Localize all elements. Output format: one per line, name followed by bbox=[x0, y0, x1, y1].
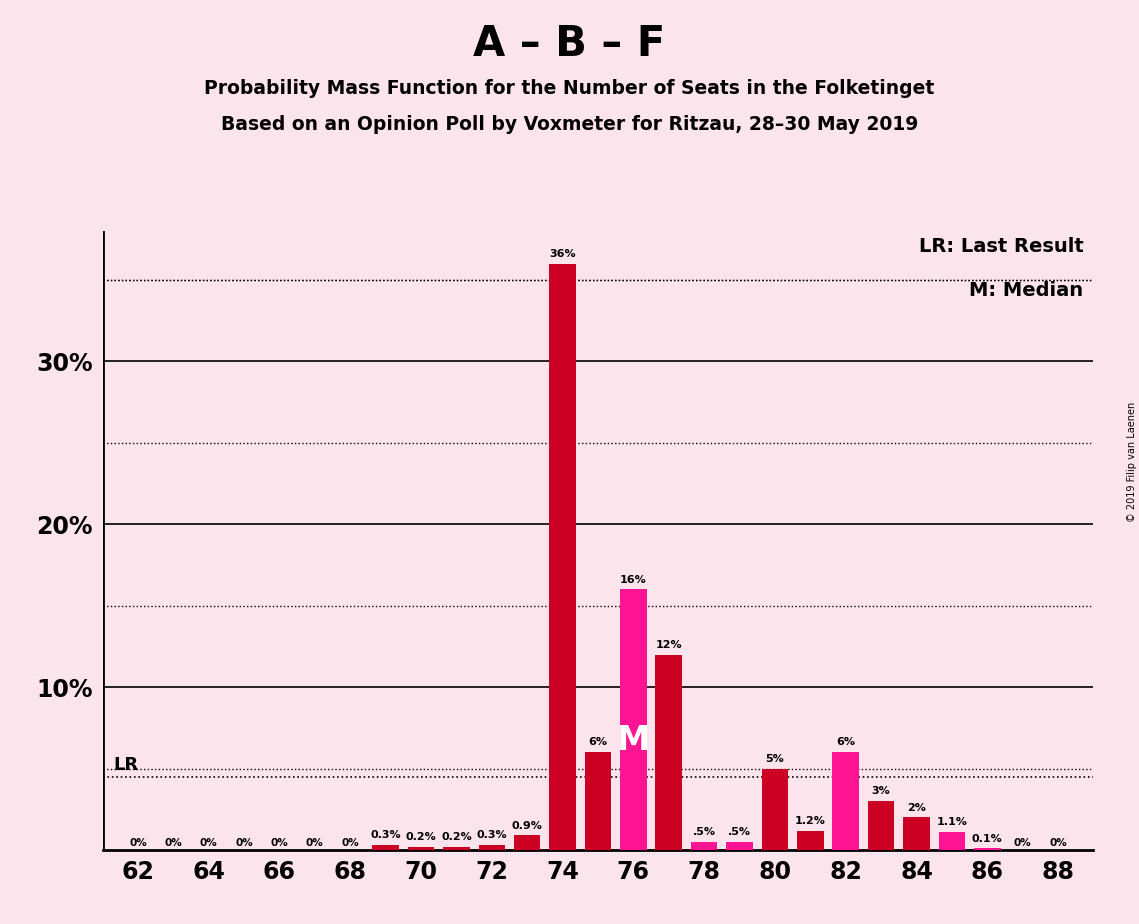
Text: 5%: 5% bbox=[765, 754, 785, 764]
Bar bbox=[939, 833, 965, 850]
Text: 0.9%: 0.9% bbox=[511, 821, 542, 831]
Text: 0.3%: 0.3% bbox=[476, 831, 507, 840]
Text: 0%: 0% bbox=[129, 838, 147, 847]
Bar bbox=[974, 848, 1000, 850]
Bar bbox=[655, 654, 682, 850]
Text: LR: Last Result: LR: Last Result bbox=[919, 237, 1083, 256]
Text: 16%: 16% bbox=[620, 575, 647, 585]
Bar bbox=[443, 846, 469, 850]
Bar bbox=[903, 818, 929, 850]
Text: LR: LR bbox=[113, 757, 138, 774]
Text: 0.2%: 0.2% bbox=[441, 832, 472, 842]
Text: 1.1%: 1.1% bbox=[936, 817, 967, 827]
Bar bbox=[478, 845, 505, 850]
Text: 2%: 2% bbox=[907, 803, 926, 812]
Text: 36%: 36% bbox=[549, 249, 576, 259]
Text: © 2019 Filip van Laenen: © 2019 Filip van Laenen bbox=[1126, 402, 1137, 522]
Text: 1.2%: 1.2% bbox=[795, 816, 826, 826]
Text: 0%: 0% bbox=[164, 838, 182, 847]
Text: .5%: .5% bbox=[693, 827, 715, 837]
Text: 6%: 6% bbox=[836, 737, 855, 748]
Bar bbox=[620, 590, 647, 850]
Text: M: Median: M: Median bbox=[969, 281, 1083, 299]
Bar bbox=[584, 752, 612, 850]
Text: 12%: 12% bbox=[655, 639, 682, 650]
Bar bbox=[833, 752, 859, 850]
Text: 0.3%: 0.3% bbox=[370, 831, 401, 840]
Text: 0%: 0% bbox=[199, 838, 218, 847]
Text: Probability Mass Function for the Number of Seats in the Folketinget: Probability Mass Function for the Number… bbox=[204, 79, 935, 98]
Bar bbox=[372, 845, 399, 850]
Bar bbox=[691, 842, 718, 850]
Text: 0%: 0% bbox=[306, 838, 323, 847]
Text: 3%: 3% bbox=[871, 786, 891, 796]
Text: M: M bbox=[616, 724, 650, 757]
Text: 0.2%: 0.2% bbox=[405, 832, 436, 842]
Text: A – B – F: A – B – F bbox=[474, 23, 665, 65]
Text: 0%: 0% bbox=[1014, 838, 1032, 847]
Bar bbox=[727, 842, 753, 850]
Text: .5%: .5% bbox=[728, 827, 751, 837]
Bar bbox=[549, 263, 576, 850]
Bar bbox=[762, 769, 788, 850]
Bar bbox=[797, 831, 823, 850]
Text: 0.1%: 0.1% bbox=[972, 833, 1002, 844]
Text: 0%: 0% bbox=[1049, 838, 1067, 847]
Text: 0%: 0% bbox=[271, 838, 288, 847]
Text: 6%: 6% bbox=[589, 737, 607, 748]
Bar bbox=[408, 846, 434, 850]
Text: Based on an Opinion Poll by Voxmeter for Ritzau, 28–30 May 2019: Based on an Opinion Poll by Voxmeter for… bbox=[221, 116, 918, 135]
Text: 0%: 0% bbox=[235, 838, 253, 847]
Bar bbox=[868, 801, 894, 850]
Bar bbox=[514, 835, 541, 850]
Text: 0%: 0% bbox=[342, 838, 359, 847]
